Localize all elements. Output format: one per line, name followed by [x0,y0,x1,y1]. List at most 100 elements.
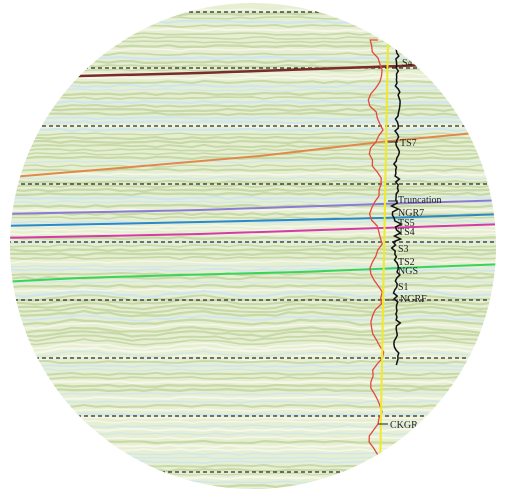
seismic-reflector [10,260,496,264]
label-ts5: TS5 [398,218,415,229]
seismic-reflector [10,132,496,136]
seismic-reflector [10,191,496,197]
seismic-reflector [10,375,496,380]
seismic-reflector [10,115,496,121]
seismic-reflector [10,403,496,409]
seismic-reflector [10,318,496,327]
seismic-reflector [10,164,496,168]
gamma-ray-log-black [389,43,404,366]
well-path [379,39,389,471]
horizon-labels: S4 TS7 Truncation NGR7 TS5 TS4 S3 TS2 NG… [378,58,442,431]
seismic-reflector [10,88,496,92]
seismic-reflector [10,251,496,257]
label-ts4: TS4 [398,227,415,238]
seismic-reflector [10,487,496,489]
seismic-reflector [10,135,496,141]
seismic-reflector [10,143,496,149]
horizon-green-line [10,263,496,283]
seismic-reflector [10,338,496,346]
seismic-reflector [10,443,496,449]
seismic-reflector [10,200,496,204]
gamma-ray-log-red [367,39,385,479]
seismic-reflector [10,83,496,89]
seismic-reflector [10,297,496,306]
seismic-reflector [10,267,496,272]
label-s4: S4 [402,58,413,69]
seismic-reflector [10,232,496,236]
label-ngrf: NGRF [400,294,427,305]
seismic-reflector [10,171,496,177]
seismic-reflector [10,195,496,201]
seismic-reflector [10,208,496,212]
seismic-reflector [10,371,496,377]
seismic-reflector [10,19,496,25]
label-ckgr: CKGR [390,420,418,431]
seismic-reflector [10,111,496,117]
seismic-reflector [10,342,496,350]
seismic-reflector [10,107,496,113]
seismic-reflector [10,359,496,365]
seismic-reflector [10,392,496,396]
label-s1: S1 [398,282,409,293]
horizon-orange-line [10,129,496,179]
seismic-reflector [10,148,496,152]
seismic-reflector [10,302,496,311]
seismic-reflector [10,314,496,322]
horizon-purple-line [10,199,496,215]
seismic-reflector [10,55,496,61]
seismic-reflector [10,91,496,97]
seismic-reflector [10,329,496,338]
seismic-reflector [10,235,496,241]
seismic-reflector [10,11,496,17]
seismic-reflector [10,283,496,289]
seismic-reflector [10,280,496,284]
label-ngr7: NGR7 [398,208,424,219]
seismic-reflector [10,139,496,145]
seismic-reflector [10,155,496,161]
seismic-reflector [10,289,496,299]
seismic-reflector [10,167,496,173]
seismic-reflector [10,464,496,469]
seismic-reflector [10,127,496,133]
label-ts2: TS2 [398,257,415,268]
seismic-reflector [10,79,496,85]
label-truncation: Truncation [398,195,442,206]
seismic-reflector [10,255,496,261]
seismic-reflector [10,120,496,125]
seismic-reflector [10,152,496,156]
seismic-reflector [10,176,496,180]
seismic-reflector [10,179,496,185]
seismic-reflector [10,395,496,401]
seismic-reflector [10,400,496,404]
seismic-reflector [10,272,496,276]
seismic-reflector [10,228,496,232]
seismic-reflector [10,379,496,385]
seismic-reflector [10,160,496,164]
seismic-reflector [10,322,496,330]
seismic-reflector [10,334,496,342]
horizon-blue-line [10,213,496,227]
seismic-reflector [10,346,496,355]
seismic-reflector [10,288,496,292]
seismic-reflector [10,387,496,393]
seismic-reflector [10,99,496,105]
seismic-reflector [10,427,496,433]
seismic-reflector [10,103,496,109]
horizon-magenta-line [10,223,496,239]
seismic-reflector [10,183,496,189]
label-s3: S3 [398,244,409,255]
label-ngs: NGS [398,266,418,277]
seismic-reflector [10,364,496,369]
label-ts7: TS7 [400,138,417,149]
seismic-reflector [10,203,496,209]
seismic-reflector [10,354,496,362]
seismic-reflector [10,460,496,464]
seismic-reflector [10,247,496,253]
seismic-reflector [10,326,496,335]
seismic-reflector [10,350,496,357]
seismic-reflector [10,368,496,372]
seismic-reflector [10,96,496,100]
seismic-reflector [10,306,496,315]
seismic-reflector [10,383,496,389]
